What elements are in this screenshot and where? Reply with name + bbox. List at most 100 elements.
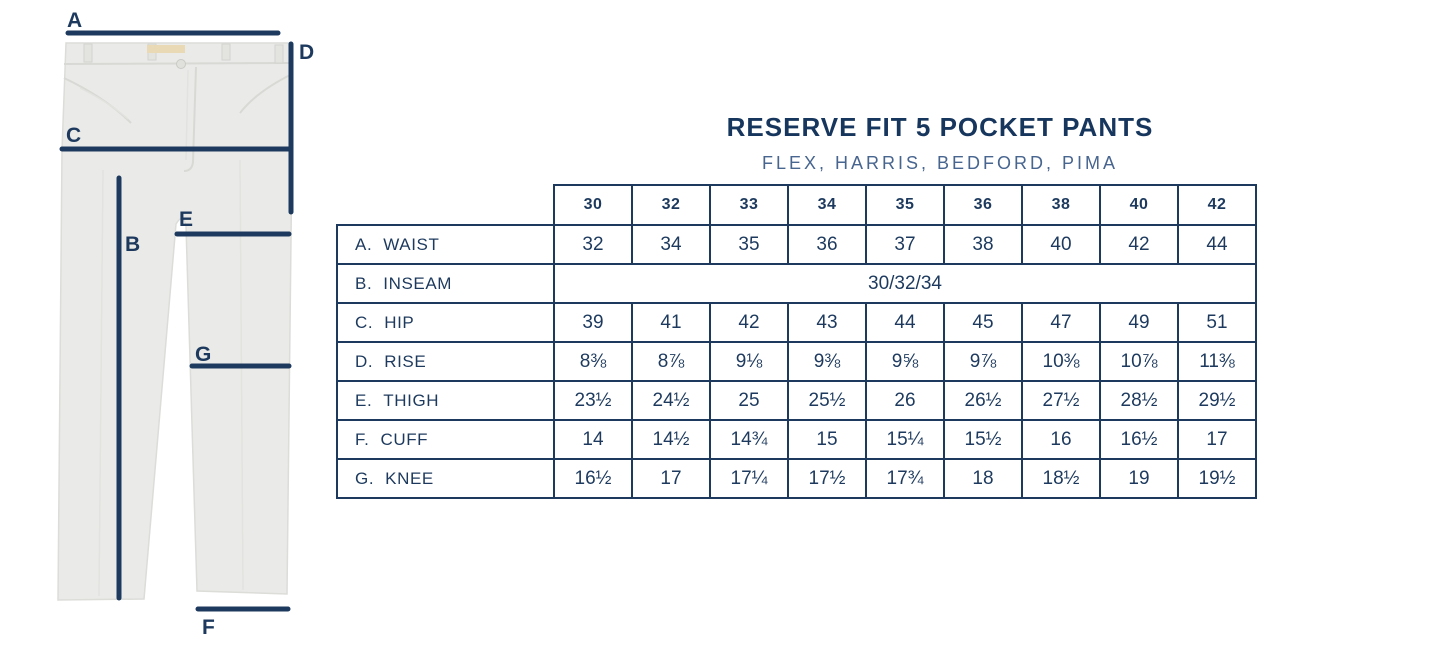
cell-hip-36: 45 bbox=[943, 302, 1023, 343]
cell-knee-40: 19 bbox=[1099, 458, 1179, 499]
size-column-header: 33 bbox=[709, 184, 789, 226]
cell-waist-33: 35 bbox=[709, 224, 789, 265]
cell-thigh-35: 26 bbox=[865, 380, 945, 421]
row-letter: C. bbox=[355, 312, 374, 332]
row-name: THIGH bbox=[383, 390, 440, 410]
cell-cuff-32: 14½ bbox=[631, 419, 711, 460]
cell-cuff-38: 16 bbox=[1021, 419, 1101, 460]
row-label: E. THIGH bbox=[336, 380, 555, 421]
title-block: RESERVE FIT 5 POCKET PANTS FLEX, HARRIS,… bbox=[610, 112, 1270, 174]
cell-knee-36: 18 bbox=[943, 458, 1023, 499]
dim-label-hip: C bbox=[66, 124, 82, 147]
cell-hip-38: 47 bbox=[1021, 302, 1101, 343]
cell-waist-36: 38 bbox=[943, 224, 1023, 265]
cell-knee-33: 17¼ bbox=[709, 458, 789, 499]
row-letter: A. bbox=[355, 234, 373, 254]
cell-cuff-40: 16½ bbox=[1099, 419, 1179, 460]
dim-label-rise: D bbox=[299, 41, 315, 64]
row-letter: F. bbox=[355, 429, 370, 449]
row-name: WAIST bbox=[383, 234, 440, 254]
measurement-row-rise: D. RISE 8⅜ 8⅞ 9⅛ 9⅜ 9⅝ 9⅞ 10⅜ 10⅞ 11⅜ bbox=[336, 341, 1257, 382]
cell-thigh-38: 27½ bbox=[1021, 380, 1101, 421]
row-label: C. HIP bbox=[336, 302, 555, 343]
cell-rise-32: 8⅞ bbox=[631, 341, 711, 382]
cell-rise-30: 8⅜ bbox=[553, 341, 633, 382]
page-subtitle: FLEX, HARRIS, BEDFORD, PIMA bbox=[761, 153, 1119, 173]
cell-knee-42: 19½ bbox=[1177, 458, 1257, 499]
cell-hip-42: 51 bbox=[1177, 302, 1257, 343]
cell-hip-32: 41 bbox=[631, 302, 711, 343]
measurement-row-inseam: B. INSEAM 30/32/34 bbox=[336, 263, 1257, 304]
dim-label-inseam: B bbox=[125, 233, 141, 256]
table-corner-cell bbox=[337, 185, 554, 225]
row-name: HIP bbox=[384, 312, 415, 332]
dim-label-cuff: F bbox=[202, 616, 216, 639]
cell-waist-30: 32 bbox=[553, 224, 633, 265]
measurement-row-waist: A. WAIST 32 34 35 36 37 38 40 42 44 bbox=[336, 224, 1257, 265]
cell-waist-32: 34 bbox=[631, 224, 711, 265]
dim-label-knee: G bbox=[195, 343, 212, 366]
row-label: G. KNEE bbox=[336, 458, 555, 499]
size-column-header: 40 bbox=[1099, 184, 1179, 226]
cell-hip-35: 44 bbox=[865, 302, 945, 343]
size-column-header: 42 bbox=[1177, 184, 1257, 226]
measurement-row-hip: C. HIP 39 41 42 43 44 45 47 49 51 bbox=[336, 302, 1257, 343]
cell-rise-35: 9⅝ bbox=[865, 341, 945, 382]
row-letter: B. bbox=[355, 273, 373, 293]
row-label: B. INSEAM bbox=[336, 263, 555, 304]
row-name: KNEE bbox=[385, 468, 434, 488]
cell-knee-34: 17½ bbox=[787, 458, 867, 499]
cell-knee-32: 17 bbox=[631, 458, 711, 499]
dim-label-thigh: E bbox=[179, 208, 194, 231]
cell-cuff-42: 17 bbox=[1177, 419, 1257, 460]
cell-waist-35: 37 bbox=[865, 224, 945, 265]
page-title: RESERVE FIT 5 POCKET PANTS bbox=[726, 112, 1154, 142]
size-column-header: 32 bbox=[631, 184, 711, 226]
row-label: D. RISE bbox=[336, 341, 555, 382]
size-column-header: 34 bbox=[787, 184, 867, 226]
cell-waist-34: 36 bbox=[787, 224, 867, 265]
dim-label-waist: A bbox=[67, 9, 83, 32]
cell-thigh-30: 23½ bbox=[553, 380, 633, 421]
row-label: A. WAIST bbox=[336, 224, 555, 265]
waistband-label bbox=[147, 45, 185, 53]
cell-rise-38: 10⅜ bbox=[1021, 341, 1101, 382]
cell-hip-33: 42 bbox=[709, 302, 789, 343]
size-column-header: 36 bbox=[943, 184, 1023, 226]
cell-hip-34: 43 bbox=[787, 302, 867, 343]
cell-inseam-all: 30/32/34 bbox=[553, 263, 1257, 304]
row-label: F. CUFF bbox=[336, 419, 555, 460]
row-letter: D. bbox=[355, 351, 374, 371]
cell-cuff-35: 15¼ bbox=[865, 419, 945, 460]
cell-waist-38: 40 bbox=[1021, 224, 1101, 265]
cell-hip-30: 39 bbox=[553, 302, 633, 343]
measurement-row-thigh: E. THIGH 23½ 24½ 25 25½ 26 26½ 27½ 28½ 29½ bbox=[336, 380, 1257, 421]
size-chart-table: 30 32 33 34 35 36 38 40 42 A. WAIST 32 34 35 36 37 38 40… bbox=[336, 184, 1257, 499]
row-name: INSEAM bbox=[383, 273, 453, 293]
cell-knee-38: 18½ bbox=[1021, 458, 1101, 499]
cell-cuff-30: 14 bbox=[553, 419, 633, 460]
row-letter: G. bbox=[355, 468, 375, 488]
size-column-header: 35 bbox=[865, 184, 945, 226]
cell-knee-30: 16½ bbox=[553, 458, 633, 499]
pants-diagram: A D C B E G F bbox=[0, 0, 335, 651]
cell-rise-40: 10⅞ bbox=[1099, 341, 1179, 382]
cell-thigh-36: 26½ bbox=[943, 380, 1023, 421]
cell-waist-42: 44 bbox=[1177, 224, 1257, 265]
cell-rise-34: 9⅜ bbox=[787, 341, 867, 382]
cell-rise-33: 9⅛ bbox=[709, 341, 789, 382]
cell-cuff-36: 15½ bbox=[943, 419, 1023, 460]
size-column-header: 38 bbox=[1021, 184, 1101, 226]
pants-outline bbox=[57, 42, 293, 601]
row-name: RISE bbox=[384, 351, 427, 371]
row-name: CUFF bbox=[380, 429, 429, 449]
cell-thigh-42: 29½ bbox=[1177, 380, 1257, 421]
size-chart-body: A. WAIST 32 34 35 36 37 38 40 42 44 B. INSEAM 30/32/3… bbox=[336, 224, 1257, 499]
cell-waist-40: 42 bbox=[1099, 224, 1179, 265]
row-letter: E. bbox=[355, 390, 373, 410]
cell-thigh-34: 25½ bbox=[787, 380, 867, 421]
cell-rise-36: 9⅞ bbox=[943, 341, 1023, 382]
measurement-row-cuff: F. CUFF 14 14½ 14¾ 15 15¼ 15½ 16 16½ 17 bbox=[336, 419, 1257, 460]
cell-thigh-40: 28½ bbox=[1099, 380, 1179, 421]
